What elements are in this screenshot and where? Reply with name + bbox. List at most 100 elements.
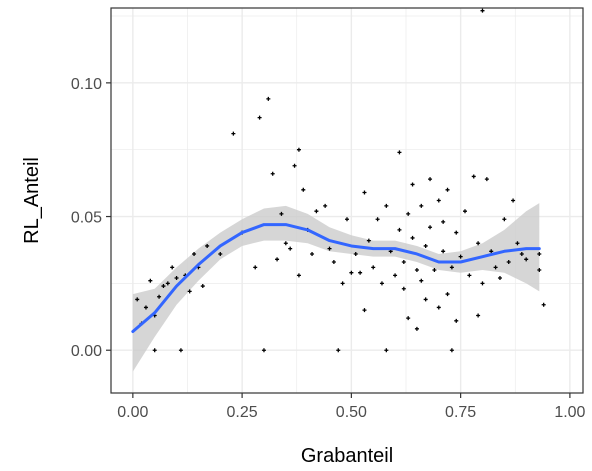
- data-point: [467, 273, 472, 278]
- data-points: [135, 8, 546, 353]
- data-point: [270, 171, 275, 176]
- data-point: [135, 297, 140, 302]
- data-point: [393, 273, 398, 278]
- data-point: [524, 257, 529, 262]
- smooth-line: [131, 223, 541, 334]
- data-point: [362, 308, 367, 313]
- data-point: [161, 284, 166, 289]
- data-point: [515, 241, 520, 246]
- data-point: [165, 281, 170, 286]
- data-point: [143, 305, 148, 310]
- data-point: [497, 276, 502, 281]
- data-point: [537, 251, 542, 256]
- x-tick-label: 0.50: [336, 404, 367, 421]
- data-point: [200, 284, 205, 289]
- data-point: [253, 265, 258, 270]
- major-gridlines: [111, 8, 583, 393]
- data-point: [458, 254, 463, 259]
- data-point: [379, 281, 384, 286]
- data-point: [423, 243, 428, 248]
- data-point: [366, 238, 371, 243]
- data-point: [292, 163, 297, 168]
- data-point: [406, 211, 411, 216]
- data-point: [384, 203, 389, 208]
- data-point: [397, 227, 402, 232]
- x-axis-ticks: 0.00 0.25 0.50 0.75 1.00: [117, 393, 586, 421]
- data-point: [362, 190, 367, 195]
- data-point: [296, 147, 301, 152]
- data-point: [187, 289, 192, 294]
- data-point: [384, 348, 389, 353]
- data-point: [349, 270, 354, 275]
- data-point: [406, 316, 411, 321]
- data-point: [511, 198, 516, 203]
- data-point: [353, 251, 358, 256]
- data-point: [454, 230, 459, 235]
- data-point: [275, 257, 280, 262]
- data-point: [231, 131, 236, 136]
- data-point: [279, 211, 284, 216]
- data-point: [340, 281, 345, 286]
- data-point: [288, 246, 293, 251]
- data-point: [441, 249, 446, 254]
- data-point: [371, 265, 376, 270]
- data-point: [502, 217, 507, 222]
- data-point: [323, 203, 328, 208]
- data-point: [336, 348, 341, 353]
- data-point: [257, 115, 262, 120]
- data-point: [436, 198, 441, 203]
- data-point: [489, 249, 494, 254]
- data-point: [537, 268, 542, 273]
- data-point: [541, 302, 546, 307]
- data-point: [296, 273, 301, 278]
- panel-border: [110, 7, 584, 394]
- data-point: [266, 96, 271, 101]
- y-tick-label: 0.10: [71, 76, 102, 93]
- data-point: [345, 217, 349, 222]
- data-point: [428, 177, 433, 182]
- data-point: [476, 241, 481, 246]
- data-point: [283, 241, 288, 246]
- data-point: [157, 294, 162, 299]
- data-point: [174, 276, 179, 281]
- x-tick-label: 1.00: [554, 404, 585, 421]
- data-point: [436, 305, 441, 310]
- data-point: [358, 270, 363, 275]
- data-point: [454, 318, 459, 323]
- x-tick-label: 0.25: [227, 404, 258, 421]
- data-point: [419, 203, 424, 208]
- data-point: [449, 348, 454, 353]
- data-point: [205, 243, 210, 248]
- data-point: [432, 268, 437, 273]
- data-point: [419, 278, 424, 283]
- data-point: [441, 219, 446, 224]
- data-point: [218, 251, 223, 256]
- data-point: [192, 251, 197, 256]
- y-tick-label: 0.00: [71, 343, 102, 360]
- data-point: [152, 348, 157, 353]
- data-point: [493, 265, 498, 270]
- data-point: [261, 348, 266, 353]
- data-point: [401, 259, 406, 264]
- data-point: [401, 286, 406, 291]
- data-point: [410, 235, 415, 240]
- data-point: [480, 281, 485, 286]
- data-point: [410, 182, 415, 187]
- data-point: [449, 265, 454, 270]
- y-axis-ticks: 0.00 0.05 0.10: [71, 76, 111, 360]
- data-point: [423, 297, 428, 302]
- data-point: [301, 187, 306, 192]
- data-point: [148, 278, 153, 283]
- data-point: [506, 259, 511, 264]
- x-tick-label: 0.00: [117, 404, 148, 421]
- data-point: [476, 313, 481, 318]
- data-point: [463, 209, 467, 214]
- data-point: [327, 246, 332, 251]
- data-point: [428, 225, 433, 230]
- x-tick-label: 0.75: [445, 404, 476, 421]
- data-point: [445, 292, 450, 297]
- data-point: [519, 251, 524, 256]
- data-point: [414, 326, 419, 331]
- data-point: [178, 348, 183, 353]
